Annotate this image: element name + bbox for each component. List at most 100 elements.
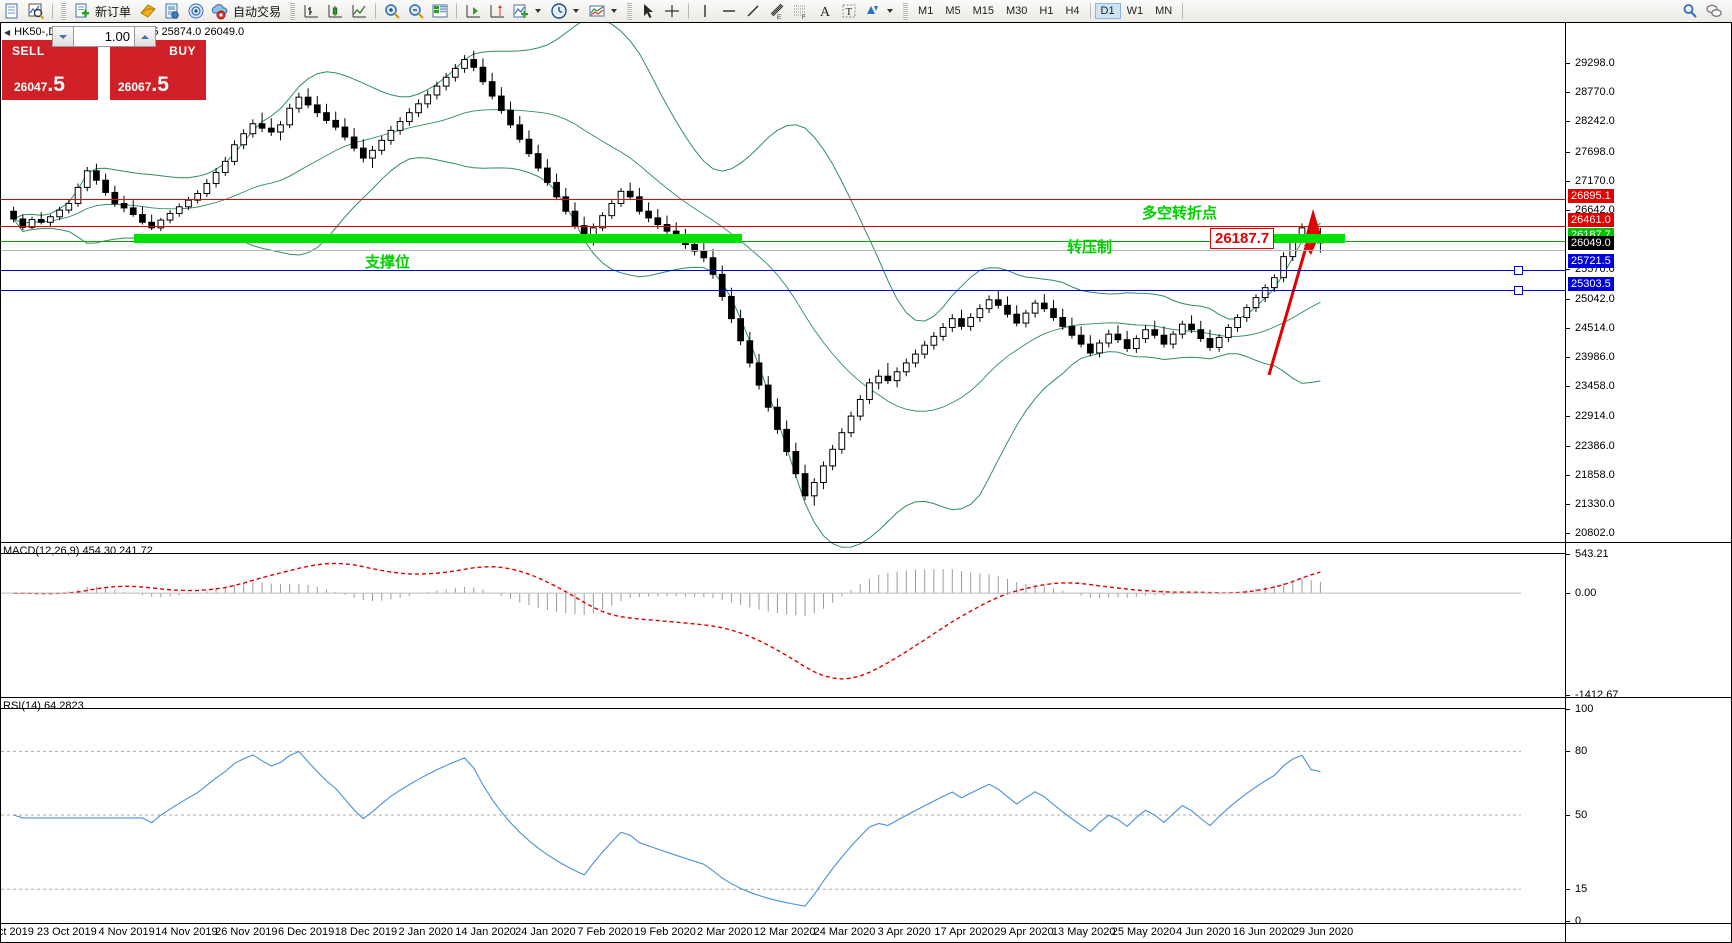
text-button[interactable]: A xyxy=(813,1,837,21)
buy-price: 26067.5 xyxy=(118,73,169,97)
terminal-icon xyxy=(163,2,181,20)
data-window-button[interactable] xyxy=(428,1,452,21)
timeframe-h4[interactable]: H4 xyxy=(1065,5,1080,17)
search-button[interactable] xyxy=(1678,1,1702,21)
timeframe-h1[interactable]: H1 xyxy=(1039,5,1054,17)
horizontal-line-button[interactable] xyxy=(717,1,741,21)
timeframe-w1[interactable]: W1 xyxy=(1126,5,1144,17)
templates-button[interactable] xyxy=(585,1,623,21)
blue-line-handle-1[interactable] xyxy=(1514,266,1523,275)
candlestick-chart-icon xyxy=(326,2,344,20)
periods-icon xyxy=(550,2,568,20)
chart-shift-button[interactable] xyxy=(485,1,509,21)
price-tick: 20802.0 xyxy=(1566,527,1615,539)
toolbar-grip[interactable] xyxy=(61,2,66,20)
new-chart-button[interactable] xyxy=(0,1,24,21)
current-price-line[interactable] xyxy=(1,250,1565,251)
zoom-out-button[interactable] xyxy=(404,1,428,21)
toolbar-grip-line[interactable] xyxy=(627,2,633,20)
date-tick: 24 Mar 2020 xyxy=(813,926,876,938)
price-tick: 26642.0 xyxy=(1566,204,1615,216)
price-callout-26187[interactable]: 26187.7 xyxy=(1210,228,1275,249)
equidistant-channel-icon: E xyxy=(768,2,786,21)
candlestick-chart-button[interactable] xyxy=(323,1,347,21)
support-level-green-line[interactable] xyxy=(1,241,1565,242)
search-icon xyxy=(1681,2,1699,20)
line-chart-button[interactable] xyxy=(347,1,371,21)
market-watch-button[interactable] xyxy=(24,1,48,21)
periods-button[interactable] xyxy=(547,1,585,21)
equidistant-channel-button[interactable]: E xyxy=(765,1,789,21)
price-tag-26461-0[interactable]: 26461.0 xyxy=(1568,213,1614,228)
new-chart-icon xyxy=(3,2,21,20)
scale-sep-rsi xyxy=(1566,697,1731,698)
zoom-in-button[interactable] xyxy=(380,1,404,21)
resistance-line-26895[interactable] xyxy=(1,199,1565,200)
bar-chart-button[interactable] xyxy=(299,1,323,21)
annotation-support[interactable]: 支撑位 xyxy=(365,253,411,271)
vertical-line-button[interactable] xyxy=(693,1,717,21)
blue-line-25721[interactable] xyxy=(1,270,1565,271)
new-order-button[interactable]: 新订单 xyxy=(70,1,136,21)
zoom-out-icon xyxy=(407,2,425,20)
blue-line-25303[interactable] xyxy=(1,290,1565,291)
periods-dropdown-arrow[interactable] xyxy=(573,9,580,13)
price-tag-25303-5[interactable]: 25303.5 xyxy=(1568,277,1614,292)
buy-label: BUY xyxy=(169,44,196,58)
arrows-dropdown-arrow[interactable] xyxy=(887,9,894,13)
timeframe-m1[interactable]: M1 xyxy=(918,5,934,17)
chat-button[interactable] xyxy=(1702,1,1726,21)
timeframe-m5[interactable]: M5 xyxy=(945,5,961,17)
price-scale[interactable]: 29298.0 28770.0 28242.0 27698.0 27170.0 26642… xyxy=(1565,23,1731,942)
trendline-button[interactable] xyxy=(741,1,765,21)
price-tag-26895-1[interactable]: 26895.1 xyxy=(1568,188,1614,203)
date-tick: 3 Apr 2020 xyxy=(877,926,931,938)
price-candlestick-svg xyxy=(1,23,1521,907)
autotrading-button[interactable]: 自动交易 xyxy=(208,1,286,21)
terminal-button[interactable] xyxy=(160,1,184,21)
support-zone-block-right[interactable] xyxy=(1263,234,1345,243)
timeframe-d1[interactable]: D1 xyxy=(1094,3,1121,19)
macd-tick: 0.00 xyxy=(1566,587,1596,599)
chart-window[interactable]: 多空转折点 转压制 支撑位 26187.7 MACD(12,26,9) 454.… xyxy=(0,22,1732,943)
date-tick: 1 Oct 2019 xyxy=(1,926,34,938)
indicators-button[interactable] xyxy=(509,1,547,21)
toolbar-grip-periods[interactable] xyxy=(903,2,909,20)
buy-button[interactable]: BUY 26067.5 xyxy=(110,40,206,100)
fibonacci-retracement-button[interactable]: F xyxy=(789,1,813,21)
cursor-button[interactable] xyxy=(636,1,660,21)
scale-sep-date xyxy=(1566,923,1731,924)
signals-button[interactable] xyxy=(184,1,208,21)
annotation-turning-point[interactable]: 多空转折点 xyxy=(1142,204,1218,222)
chart-collapse-icon[interactable]: ◀ xyxy=(4,27,11,37)
rsi-label: RSI(14) 64.2823 xyxy=(3,700,84,712)
crosshair-button[interactable] xyxy=(660,1,684,21)
indicators-dropdown-arrow[interactable] xyxy=(535,9,542,13)
toolbar-grip-charts[interactable] xyxy=(290,2,296,20)
price-tag-26049-0[interactable]: 26049.0 xyxy=(1568,235,1614,250)
volume-input[interactable]: 1.00 xyxy=(74,26,134,47)
support-zone-block-left[interactable] xyxy=(134,234,742,243)
sell-button[interactable]: SELL 26047.5 xyxy=(2,40,98,100)
volume-decrement-button[interactable] xyxy=(52,26,74,47)
arrows-button[interactable] xyxy=(861,1,899,21)
price-tag-25721-5[interactable]: 25721.5 xyxy=(1568,253,1614,268)
blue-line-handle-2[interactable] xyxy=(1514,286,1523,295)
auto-scroll-button[interactable] xyxy=(461,1,485,21)
text-label-button[interactable]: T xyxy=(837,1,861,21)
volume-stepper[interactable]: 1.00 xyxy=(52,26,156,47)
timeframe-m15[interactable]: M15 xyxy=(972,5,994,17)
date-tick: 18 Dec 2019 xyxy=(334,926,398,938)
price-tick: 23458.0 xyxy=(1566,380,1615,392)
timeframe-mn[interactable]: MN xyxy=(1155,5,1173,17)
timeframe-m30[interactable]: M30 xyxy=(1006,5,1028,17)
autotrading-icon xyxy=(211,2,229,20)
date-tick: 23 Oct 2019 xyxy=(36,926,97,938)
chart-plot-area[interactable]: 多空转折点 转压制 支撑位 26187.7 MACD(12,26,9) 454.… xyxy=(1,23,1565,942)
resistance-line-26461[interactable] xyxy=(1,226,1565,227)
templates-dropdown-arrow[interactable] xyxy=(611,9,618,13)
volume-increment-button[interactable] xyxy=(134,26,156,47)
annotation-resistance[interactable]: 转压制 xyxy=(1067,238,1113,256)
one-click-trading-panel[interactable]: ◀ HK50-,Daily 26101.0 26322.5 25874.0 26… xyxy=(2,24,244,100)
expert-advisor-button[interactable] xyxy=(136,1,160,21)
